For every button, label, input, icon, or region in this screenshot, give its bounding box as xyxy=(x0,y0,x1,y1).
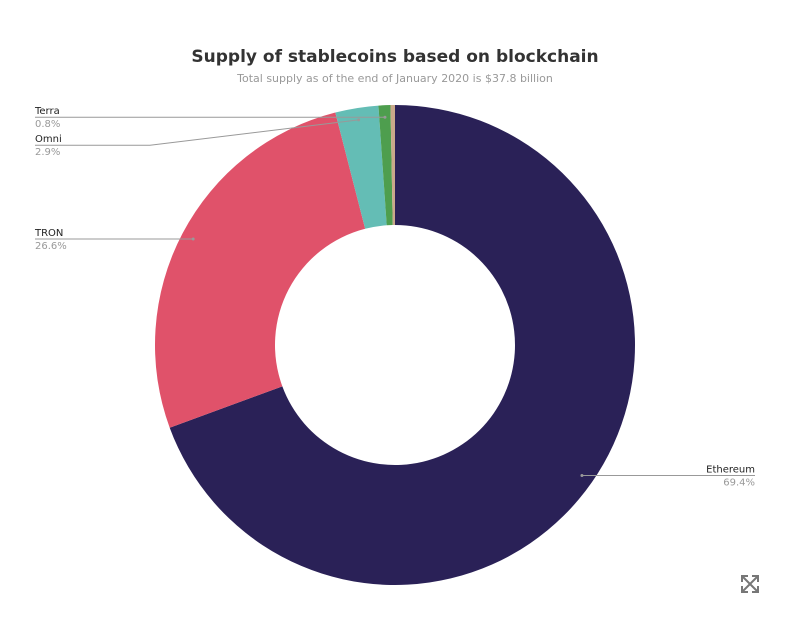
label-connector xyxy=(35,119,359,146)
chart-title: Supply of stablecoins based on blockchai… xyxy=(191,47,598,67)
label-anchor xyxy=(357,118,361,122)
slice-value-label: 0.8% xyxy=(35,119,60,130)
fullscreen-icon[interactable] xyxy=(741,575,759,593)
label-anchor xyxy=(383,115,387,119)
slice-value-label: 69.4% xyxy=(723,478,755,489)
slice-value-label: 26.6% xyxy=(35,241,67,252)
donut-slice xyxy=(154,112,366,428)
donut-slice xyxy=(390,105,395,226)
donut-slice xyxy=(378,105,393,226)
donut-slice xyxy=(335,105,387,229)
slice-label: TRON xyxy=(34,228,63,239)
donut-slice xyxy=(169,105,636,585)
slice-label: Ethereum xyxy=(706,465,755,476)
slice-label: Terra xyxy=(34,106,60,117)
slice-value-label: 2.9% xyxy=(35,147,60,158)
chart-subtitle: Total supply as of the end of January 20… xyxy=(236,72,553,85)
label-anchor xyxy=(191,237,195,241)
label-anchor xyxy=(580,474,584,478)
slice-label: Omni xyxy=(35,134,62,145)
